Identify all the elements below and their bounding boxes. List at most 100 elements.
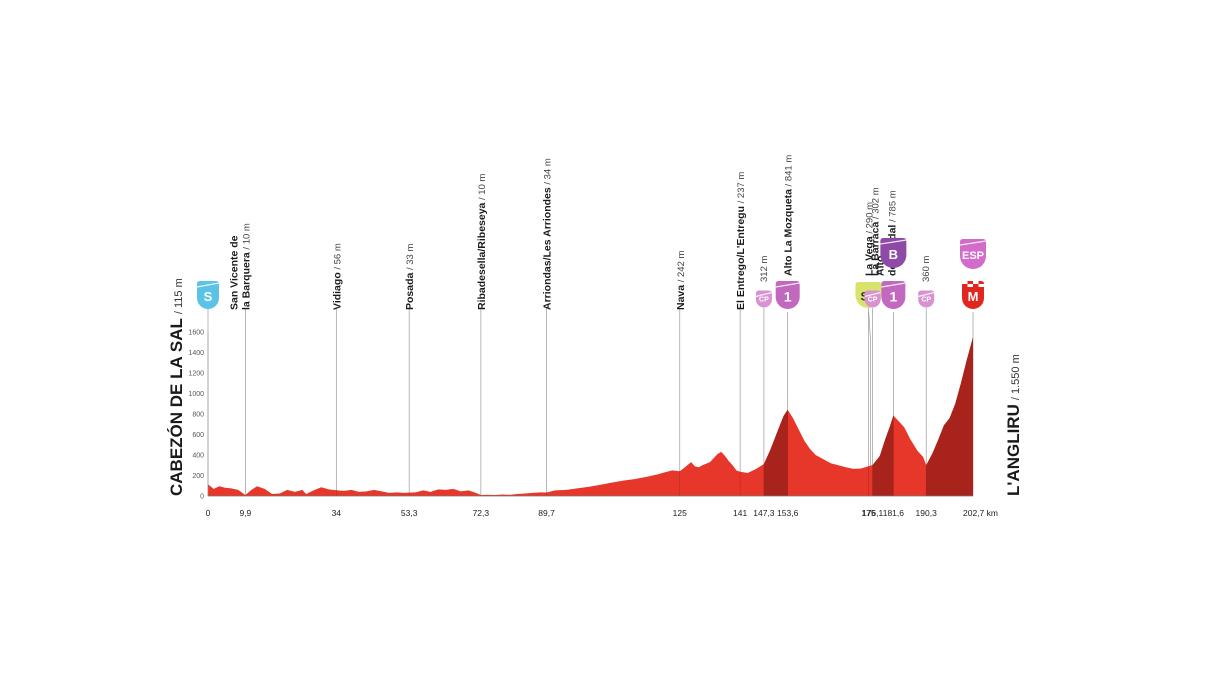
place-label: La Vega / 290 m (864, 202, 876, 276)
place-label: Alto La Mozqueta / 841 m (783, 155, 795, 276)
place-label: Arriondas/Les Arriondes / 34 m (542, 158, 554, 310)
place-name-2: la Barquera (240, 252, 252, 310)
badge-shape (881, 281, 906, 309)
badge-shape (918, 290, 935, 308)
badge-stripe (880, 239, 907, 245)
badge-stripe (755, 291, 773, 298)
y-tick-label: 800 (192, 412, 204, 419)
badge-label: ESP (962, 250, 984, 262)
place-name: Alto La Mozqueta (783, 189, 795, 276)
place-label: Posada / 33 m (404, 244, 416, 310)
place-label: Nava / 242 m (675, 250, 687, 310)
climb-segment (872, 415, 894, 496)
place-name: Arriondas/Les Arriondes (542, 187, 554, 310)
badge-start-icon: S (196, 281, 220, 309)
badge-label: B (889, 247, 898, 262)
badge-shape (960, 239, 986, 269)
km-label: 125 (673, 508, 687, 518)
km-label: 153,6 (777, 508, 799, 518)
place-alt: / 302 m (871, 187, 882, 221)
y-tick-labels: 0 200 400 600 800 1000 1200 1400 1600 (188, 330, 204, 501)
place-label: El Entrego/L'Entregu / 237 m (735, 172, 747, 310)
badges: SCP1SPCP1BCPMESP (196, 238, 987, 309)
place-labels: San Vicente de la Barquera / 10 m Vidiago … (228, 155, 932, 310)
badge-label: CP (921, 297, 931, 304)
place-label: Ribadesella/Ribeseya / 10 m (476, 173, 488, 310)
badge-cat-icon: 1 (881, 281, 906, 309)
badge-stripe (881, 282, 906, 288)
badge-checker (978, 284, 984, 287)
badge-cp-icon: CP (755, 290, 773, 308)
place-alt: 312 m (759, 256, 770, 282)
svg-text:CABEZÓN DE LA SAL/ 115 m: CABEZÓN DE LA SAL / 115 m (167, 278, 186, 496)
badge-stripe (918, 291, 935, 298)
place-alt: / 785 m (887, 190, 898, 224)
place-alt: / 10 m (477, 173, 488, 202)
km-labels: 0 9,9 34 53,3 72,3 89,7 125 141 147,3 153,6 175176… (206, 508, 998, 518)
place-name-line1: San Vicente de (228, 235, 240, 310)
finish-label: L'ANGLIRU / 1.550 m (1004, 354, 1023, 496)
badge-stripe (775, 282, 800, 288)
place-name: Ribadesella/Ribeseya (476, 202, 488, 310)
badge-shape (755, 290, 772, 308)
place-label: Vidiago / 56 m (331, 243, 343, 310)
place-text: Nava / 242 m (675, 250, 687, 310)
place-label: 360 m (921, 256, 932, 282)
svg-text:L'ANGLIRU/ 1.550 m: L'ANGLIRU / 1.550 m (1004, 354, 1023, 496)
place-label: La Barraca / 302 m (870, 187, 882, 276)
y-tick-label: 1400 (188, 350, 204, 357)
km-label: 175 (861, 508, 875, 518)
badge-bonus-icon: B (880, 238, 907, 268)
place-text: La Barraca / 302 m (870, 187, 882, 276)
place-text: Alto La Mozqueta / 841 m (783, 155, 795, 276)
place-name-line2: la Barquera / 10 m (240, 223, 252, 310)
km-label: 89,7 (538, 508, 555, 518)
place-name: La Vega (864, 236, 876, 276)
place-text: Vidiago / 56 m (331, 243, 343, 310)
start-alt: / 115 m (173, 278, 185, 314)
badge-stripe (959, 240, 987, 246)
km-label: 190,3 (916, 508, 938, 518)
place-text: Ribadesella/Ribeseya / 10 m (476, 173, 488, 310)
badge-cat-icon: 1 (775, 281, 800, 309)
badge-stripe (864, 291, 881, 298)
place-text: 312 m (759, 256, 770, 282)
km-label: 147,3 (753, 508, 775, 518)
badge-checker (973, 281, 979, 284)
badge-shape (880, 238, 907, 268)
place-name: San Vicente de (228, 235, 240, 310)
place-alt: / 237 m (736, 172, 747, 206)
place-lines (207, 305, 974, 496)
badge-shape (962, 281, 984, 309)
sprint-connector (868, 307, 871, 496)
place-text: 360 m (921, 256, 932, 282)
km-label: 9,9 (239, 508, 251, 518)
y-tick-label: 1600 (188, 330, 204, 337)
y-tick-label: 400 (192, 453, 204, 460)
place-text: La Vega / 290 m (864, 202, 876, 276)
badge-shape (775, 281, 800, 309)
badge-label: CP (868, 297, 878, 304)
place-name: Vidiago (331, 272, 343, 310)
km-label: 53,3 (401, 508, 418, 518)
badge-label: M (968, 289, 979, 304)
y-tick-label: 1000 (188, 391, 204, 398)
km-label: 34 (332, 508, 342, 518)
y-tick-label: 600 (192, 432, 204, 439)
km-label: 176,1 (862, 508, 884, 518)
place-alt: / 34 m (543, 158, 554, 187)
km-label: 72,3 (473, 508, 490, 518)
badge-special-icon: ESP (959, 239, 987, 269)
place-name: Posada (404, 272, 416, 310)
place-name: La Barraca (870, 222, 882, 276)
profile-main-area (208, 337, 973, 496)
km-label: 141 (733, 508, 747, 518)
badge-label: 1 (784, 288, 792, 304)
place-alt: / 242 m (676, 250, 687, 284)
badge-label: S (204, 289, 213, 304)
badge-finish-icon: M (962, 281, 984, 309)
badge-label: CP (759, 297, 769, 304)
place-alt: / 841 m (784, 155, 795, 189)
start-name: CABEZÓN DE LA SAL (167, 318, 186, 496)
